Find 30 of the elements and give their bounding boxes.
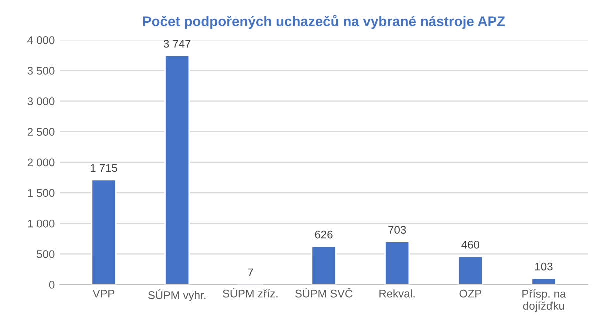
bar — [164, 54, 190, 285]
bar — [311, 246, 337, 285]
x-tick-label: SÚPM SVČ — [295, 288, 353, 298]
data-label: 460 — [462, 241, 480, 249]
data-label: 703 — [388, 226, 406, 234]
y-tick-label: 2 000 — [28, 158, 55, 167]
x-tick-label: Rekval. — [380, 290, 415, 298]
chart-title: Počet podpořených uchazečů na vybrané nástroje APZ — [143, 15, 506, 30]
y-tick-label: 1 000 — [28, 220, 55, 228]
y-tick-label: 4 000 — [28, 36, 55, 44]
bar — [458, 256, 484, 285]
x-tick-label: SÚPM vyhr. — [148, 290, 206, 302]
x-tick-label: SÚPM zříz. — [223, 288, 278, 298]
data-label: 626 — [315, 230, 333, 239]
y-tick-label: 2 500 — [28, 128, 55, 136]
data-label: 3 747 — [164, 40, 191, 48]
bar — [91, 179, 117, 285]
x-tick-label: VPP — [92, 290, 115, 298]
data-label: 7 — [248, 268, 254, 276]
y-tick-label: 3 000 — [28, 98, 55, 106]
y-tick-label: 0 — [49, 281, 55, 289]
y-tick-label: 1 500 — [28, 189, 55, 198]
bar — [531, 278, 557, 285]
bar — [384, 241, 410, 285]
y-tick-label: 500 — [37, 250, 55, 258]
data-label: 1 715 — [90, 164, 118, 172]
data-label: 103 — [536, 262, 553, 271]
x-tick-label: OZP — [460, 290, 482, 298]
y-tick-label: 3 500 — [28, 67, 55, 75]
x-tick-label: Přísp. na dojížďku — [522, 290, 566, 312]
